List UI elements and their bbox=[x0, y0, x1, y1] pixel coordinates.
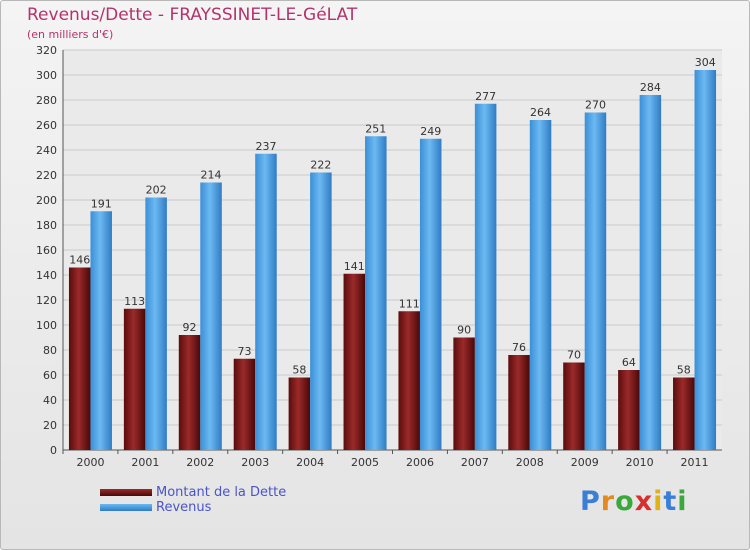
x-tick-label: 2007 bbox=[461, 456, 489, 469]
value-label-revenus-2009: 270 bbox=[585, 99, 606, 112]
y-tick-label: 0 bbox=[50, 444, 57, 457]
x-tick-label: 2006 bbox=[406, 456, 434, 469]
x-tick-label: 2009 bbox=[571, 456, 599, 469]
value-label-dette-2006: 111 bbox=[399, 297, 420, 310]
bar-dette-2009 bbox=[563, 362, 585, 450]
bar-dette-2011 bbox=[673, 377, 695, 450]
legend-label-dette: Montant de la Dette bbox=[156, 485, 287, 500]
bar-dette-2004 bbox=[288, 377, 311, 450]
bar-revenus-2010 bbox=[639, 95, 662, 450]
y-tick-label: 300 bbox=[36, 69, 57, 82]
logo-letter: P bbox=[580, 486, 601, 517]
y-tick-label: 140 bbox=[36, 269, 57, 282]
y-tick-label: 40 bbox=[43, 394, 57, 407]
bar-revenus-2002 bbox=[200, 182, 222, 450]
value-label-revenus-2003: 237 bbox=[255, 140, 276, 153]
y-tick-label: 260 bbox=[36, 119, 57, 132]
x-tick-label: 2001 bbox=[131, 456, 159, 469]
y-tick-label: 280 bbox=[36, 94, 57, 107]
value-label-revenus-2005: 251 bbox=[365, 122, 386, 135]
legend-swatch-dette bbox=[100, 489, 152, 496]
logo-letter: o bbox=[615, 486, 635, 517]
value-label-dette-2003: 73 bbox=[237, 345, 251, 358]
y-tick-label: 120 bbox=[36, 294, 57, 307]
value-label-dette-2005: 141 bbox=[344, 260, 365, 273]
logo-letter: x bbox=[634, 486, 654, 517]
bar-dette-2000 bbox=[68, 267, 91, 450]
logo-letter: i bbox=[653, 486, 664, 517]
y-tick-label: 100 bbox=[36, 319, 57, 332]
y-tick-label: 240 bbox=[36, 144, 57, 157]
bar-revenus-2000 bbox=[90, 211, 112, 450]
logo-letter: r bbox=[600, 486, 616, 517]
legend-label-revenus: Revenus bbox=[156, 500, 212, 515]
legend-swatch-revenus bbox=[100, 504, 152, 511]
bar-dette-2005 bbox=[343, 273, 366, 450]
x-tick-label: 2008 bbox=[516, 456, 544, 469]
y-tick-label: 20 bbox=[43, 419, 57, 432]
x-tick-label: 2002 bbox=[186, 456, 214, 469]
y-tick-label: 80 bbox=[43, 344, 57, 357]
logo-letter: i bbox=[677, 486, 688, 517]
bar-revenus-2007 bbox=[474, 103, 497, 450]
bar-revenus-2008 bbox=[529, 120, 552, 450]
logo-letter: t bbox=[663, 486, 678, 517]
value-label-revenus-2008: 264 bbox=[530, 106, 551, 119]
bar-revenus-2005 bbox=[365, 136, 387, 450]
value-label-dette-2007: 90 bbox=[457, 324, 471, 337]
bar-revenus-2009 bbox=[584, 112, 607, 450]
x-tick-label: 2003 bbox=[241, 456, 269, 469]
value-label-dette-2002: 92 bbox=[183, 321, 197, 334]
value-label-revenus-2000: 191 bbox=[91, 197, 112, 210]
bar-revenus-2001 bbox=[145, 197, 167, 450]
bar-dette-2003 bbox=[233, 358, 256, 450]
value-label-dette-2008: 76 bbox=[512, 341, 526, 354]
bar-dette-2002 bbox=[178, 335, 201, 450]
value-label-dette-2000: 146 bbox=[69, 254, 90, 267]
x-tick-label: 2000 bbox=[76, 456, 104, 469]
bar-dette-2007 bbox=[453, 337, 475, 450]
y-tick-label: 60 bbox=[43, 369, 57, 382]
y-tick-label: 160 bbox=[36, 244, 57, 257]
bar-revenus-2006 bbox=[419, 138, 442, 450]
bar-dette-2008 bbox=[508, 355, 530, 450]
value-label-dette-2009: 70 bbox=[567, 349, 581, 362]
value-label-dette-2004: 58 bbox=[292, 364, 306, 377]
bar-dette-2010 bbox=[618, 370, 640, 450]
value-label-revenus-2001: 202 bbox=[146, 184, 167, 197]
x-tick-label: 2004 bbox=[296, 456, 324, 469]
y-tick-label: 320 bbox=[36, 44, 57, 57]
y-tick-label: 180 bbox=[36, 219, 57, 232]
value-label-revenus-2010: 284 bbox=[640, 81, 661, 94]
chart-title: Revenus/Dette - FRAYSSINET-LE-GéLAT bbox=[27, 5, 358, 25]
x-tick-label: 2005 bbox=[351, 456, 379, 469]
y-tick-label: 220 bbox=[36, 169, 57, 182]
value-label-revenus-2006: 249 bbox=[420, 125, 441, 138]
bar-dette-2001 bbox=[123, 308, 146, 450]
y-tick-label: 200 bbox=[36, 194, 57, 207]
value-label-dette-2011: 58 bbox=[677, 364, 691, 377]
chart-subtitle: (en milliers d'€) bbox=[27, 28, 114, 41]
value-label-revenus-2002: 214 bbox=[201, 169, 222, 182]
value-label-dette-2010: 64 bbox=[622, 356, 636, 369]
x-tick-label: 2010 bbox=[626, 456, 654, 469]
value-label-revenus-2011: 304 bbox=[695, 56, 716, 69]
bar-revenus-2003 bbox=[255, 153, 277, 450]
value-label-revenus-2004: 222 bbox=[310, 159, 331, 172]
bar-revenus-2004 bbox=[310, 172, 332, 450]
x-tick-label: 2011 bbox=[681, 456, 709, 469]
value-label-dette-2001: 113 bbox=[124, 295, 145, 308]
proxiti-logo[interactable]: Proxiti bbox=[580, 486, 688, 517]
bar-revenus-2011 bbox=[694, 70, 717, 450]
bar-dette-2006 bbox=[398, 311, 420, 450]
value-label-revenus-2007: 277 bbox=[475, 90, 496, 103]
